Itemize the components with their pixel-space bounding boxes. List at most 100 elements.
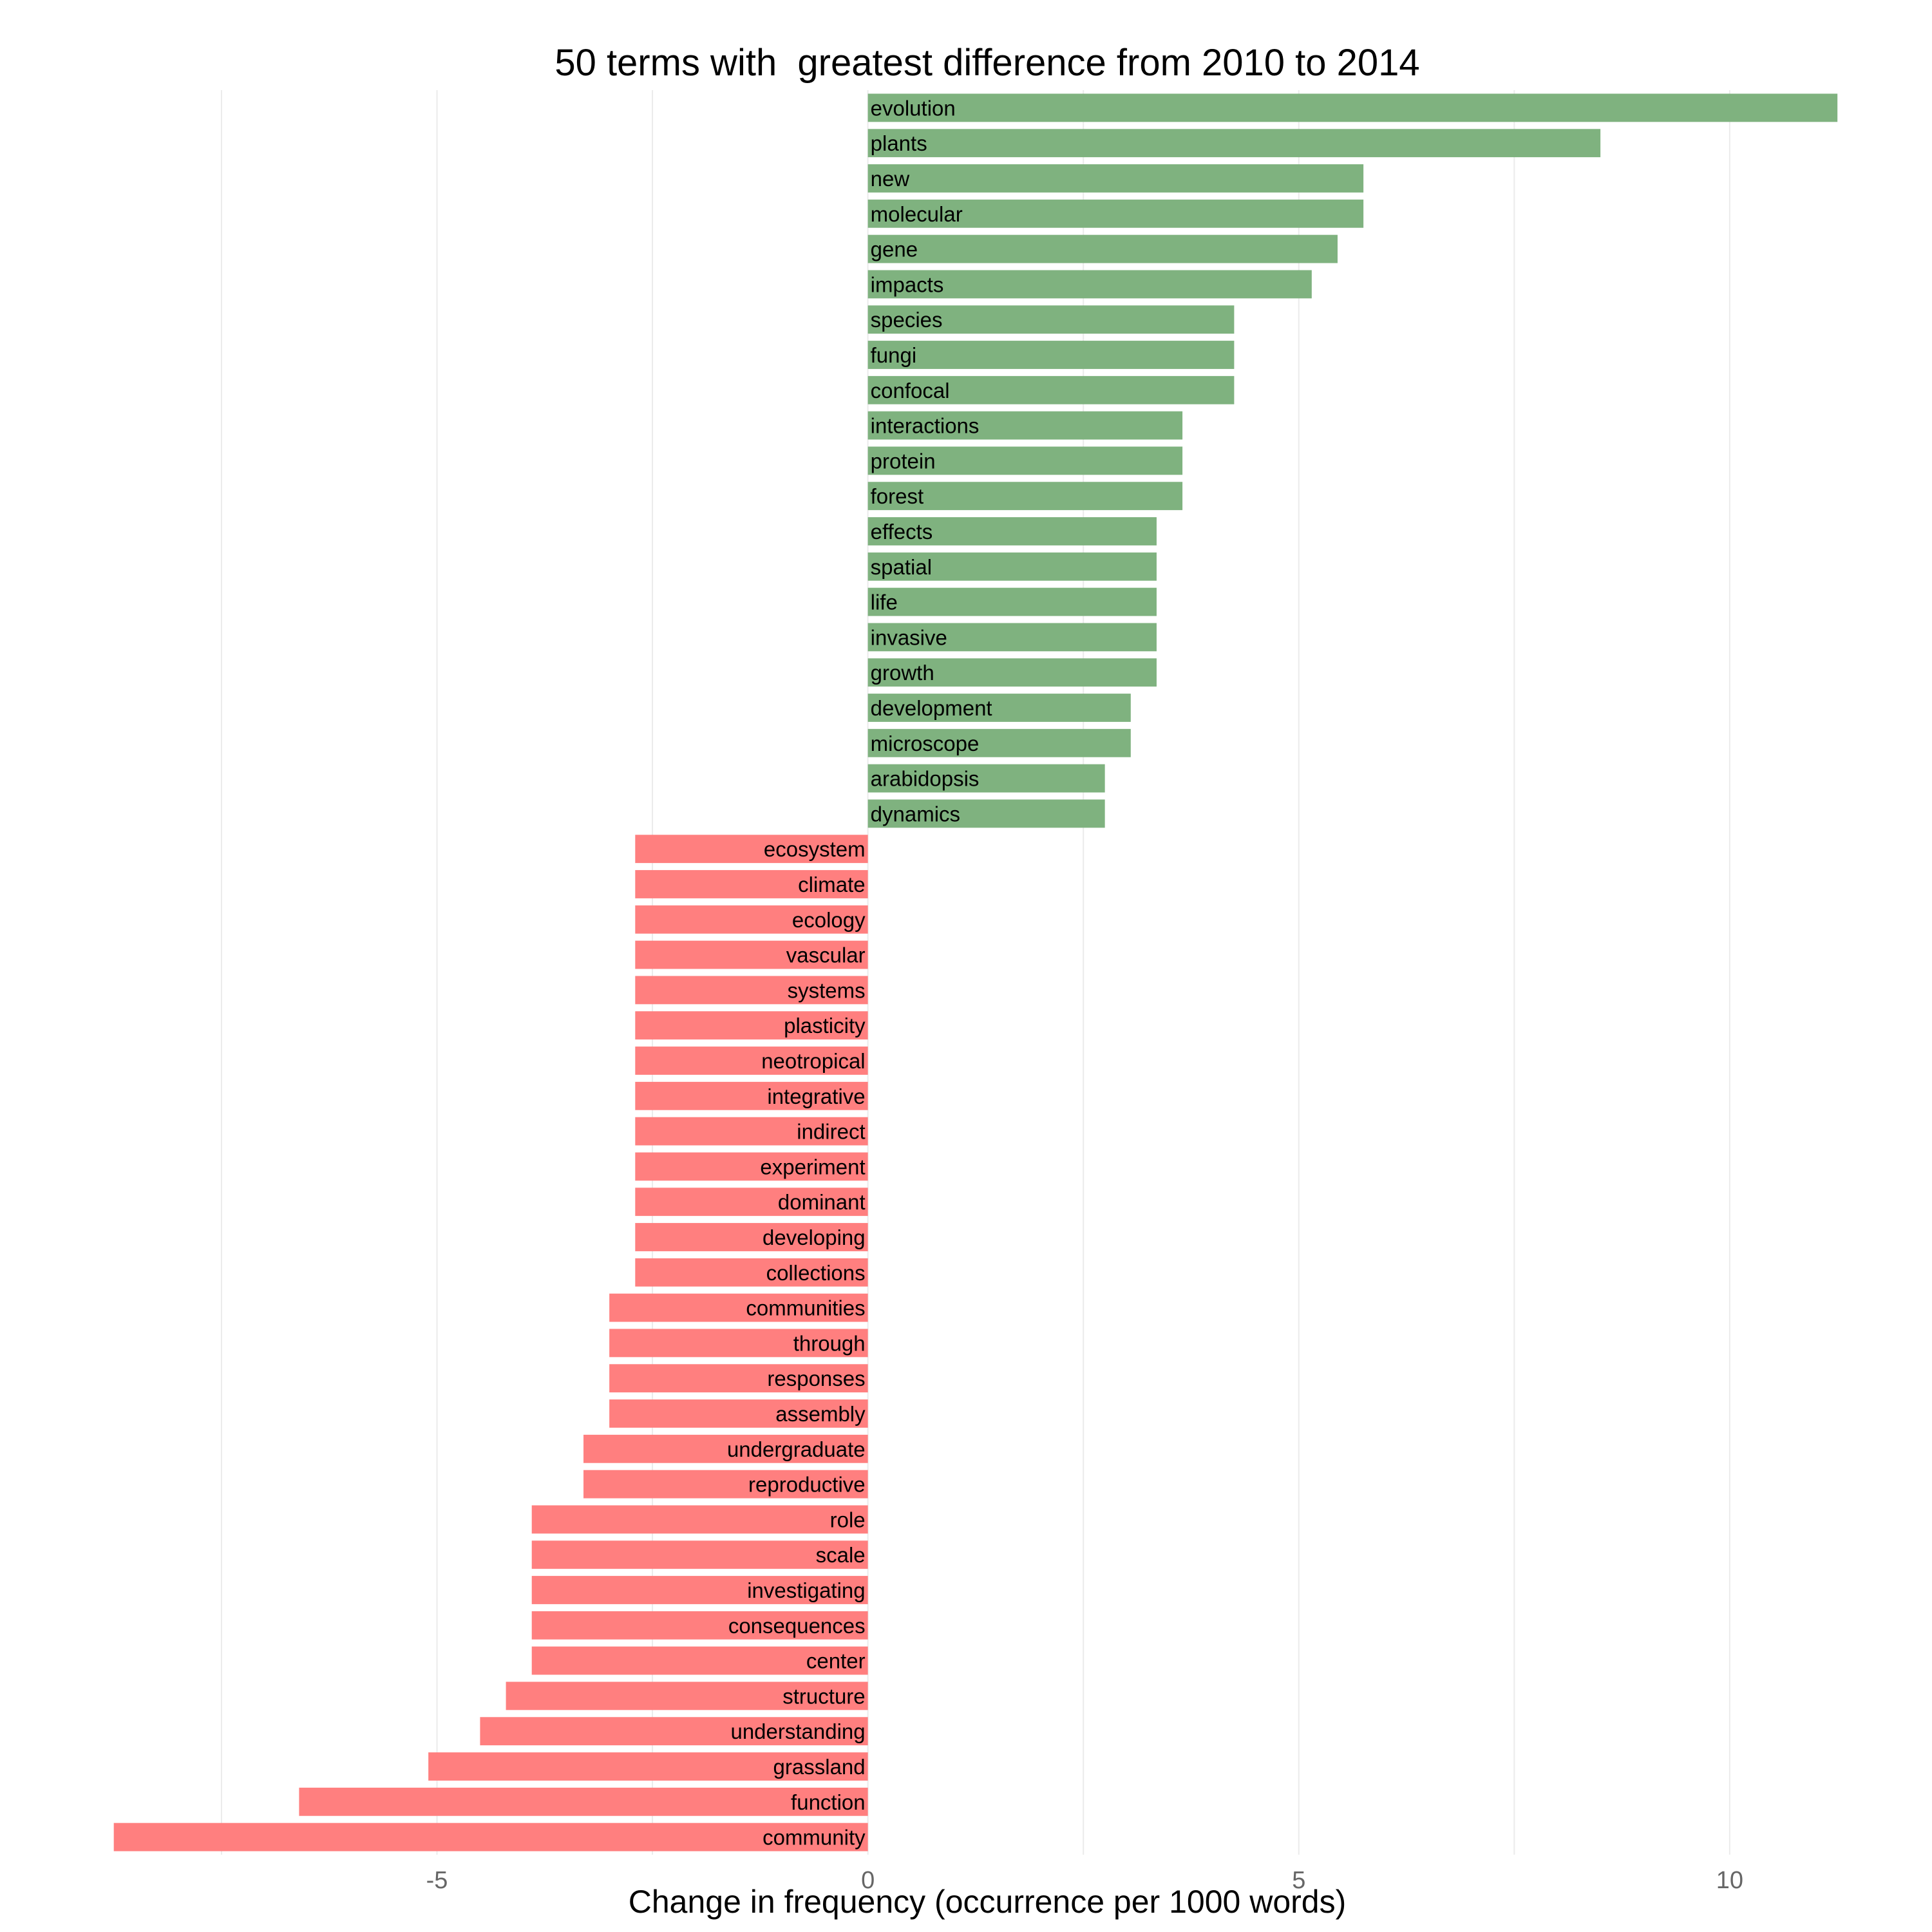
bar-label: invasive: [871, 625, 947, 649]
bar: [635, 940, 868, 969]
x-tick-label: 0: [861, 1867, 875, 1894]
bar-label: effects: [871, 520, 933, 544]
bar: [113, 1823, 868, 1852]
bar-label: grassland: [773, 1755, 866, 1779]
bar-label: protein: [871, 449, 936, 473]
bar: [531, 1611, 868, 1640]
bar: [867, 552, 1157, 581]
bar: [506, 1681, 868, 1710]
bar: [480, 1717, 868, 1746]
bar: [867, 482, 1183, 511]
bar: [635, 1223, 868, 1251]
bar: [867, 199, 1364, 228]
bar: [867, 694, 1131, 722]
bar-label: neotropical: [761, 1049, 865, 1073]
bar: [609, 1364, 868, 1393]
bar-label: role: [830, 1508, 866, 1531]
bar-label: climate: [798, 873, 866, 896]
bar-label: spatial: [871, 555, 932, 579]
bar: [867, 93, 1838, 122]
bar-label-layer: evolution plants new molecular gene impacts sp…: [727, 96, 992, 1849]
bar: [867, 129, 1601, 158]
bar-label: investigating: [747, 1578, 865, 1602]
bar: [609, 1329, 868, 1358]
bar-label: gene: [871, 238, 918, 261]
bar-label: indirect: [797, 1120, 865, 1144]
bar: [867, 270, 1312, 299]
bar-label: structure: [782, 1684, 865, 1708]
bar-label: plants: [871, 131, 927, 155]
bar: [867, 799, 1105, 828]
x-tick-layer: -5 0 5 10: [426, 1867, 1743, 1894]
bar: [428, 1752, 868, 1781]
bar-label: interactions: [871, 414, 980, 438]
bar-label: impacts: [871, 272, 944, 296]
bar-label: evolution: [871, 96, 956, 120]
bar: [867, 623, 1157, 652]
bar-label: life: [871, 591, 898, 614]
chart-title: 50 terms with greatest difference from 2…: [554, 42, 1419, 84]
bar: [531, 1576, 868, 1604]
bar: [609, 1399, 868, 1428]
bar: [635, 1152, 868, 1181]
bar-label: dynamics: [871, 802, 960, 826]
bar-label: understanding: [730, 1719, 865, 1743]
bar-label: new: [871, 167, 910, 191]
bar-label: microscope: [871, 732, 980, 755]
bar: [531, 1505, 868, 1534]
bar-layer: [113, 93, 1838, 1852]
bar: [867, 658, 1157, 687]
bar: [867, 341, 1235, 369]
bar-label: through: [793, 1331, 866, 1355]
bar-label: molecular: [871, 202, 963, 226]
bar-label: ecology: [792, 908, 866, 932]
bar-label: community: [762, 1826, 866, 1850]
bar-label: confocal: [871, 379, 950, 402]
bar: [635, 1081, 868, 1110]
bar: [299, 1787, 868, 1816]
bar-label: developing: [762, 1226, 866, 1249]
bar: [867, 411, 1183, 440]
bar-label: vascular: [786, 943, 866, 967]
bar: [867, 164, 1364, 193]
bar: [635, 1046, 868, 1075]
bar: [531, 1646, 868, 1675]
bar-label: development: [871, 696, 992, 720]
x-tick-label: 5: [1292, 1867, 1305, 1894]
bar-label: center: [806, 1649, 866, 1673]
bar-label: scale: [816, 1543, 866, 1567]
bar: [867, 446, 1183, 475]
bar-label: plasticity: [784, 1014, 866, 1037]
bar-label: collections: [766, 1261, 866, 1285]
bar: [609, 1293, 868, 1322]
bar-label: function: [791, 1790, 866, 1814]
x-tick-label: -5: [426, 1867, 448, 1894]
bar: [583, 1470, 868, 1499]
bar: [867, 375, 1235, 404]
bar: [583, 1434, 868, 1463]
bar: [531, 1540, 868, 1569]
bar-label: reproductive: [748, 1473, 866, 1497]
x-axis-title: Change in frequency (occurrence per 1000…: [629, 1884, 1347, 1920]
bar: [635, 976, 868, 1005]
bar-label: fungi: [871, 343, 917, 367]
bar-label: assembly: [775, 1402, 866, 1426]
x-tick-label: 10: [1716, 1867, 1743, 1894]
bar-label: ecosystem: [764, 837, 866, 861]
bar: [635, 870, 868, 898]
bar-label: arabidopsis: [871, 767, 980, 791]
bar: [867, 234, 1338, 263]
bar-label: systems: [788, 978, 866, 1002]
bar: [635, 1117, 868, 1146]
bar: [635, 1188, 868, 1217]
bar: [867, 764, 1105, 793]
bar-label: communities: [746, 1296, 865, 1320]
bar-label: consequences: [728, 1614, 866, 1638]
bar-label: growth: [871, 661, 934, 685]
bar-label: experiment: [760, 1155, 865, 1179]
bar-label: responses: [767, 1367, 865, 1390]
bar: [635, 905, 868, 934]
bar: [635, 835, 868, 864]
bar: [867, 517, 1157, 545]
